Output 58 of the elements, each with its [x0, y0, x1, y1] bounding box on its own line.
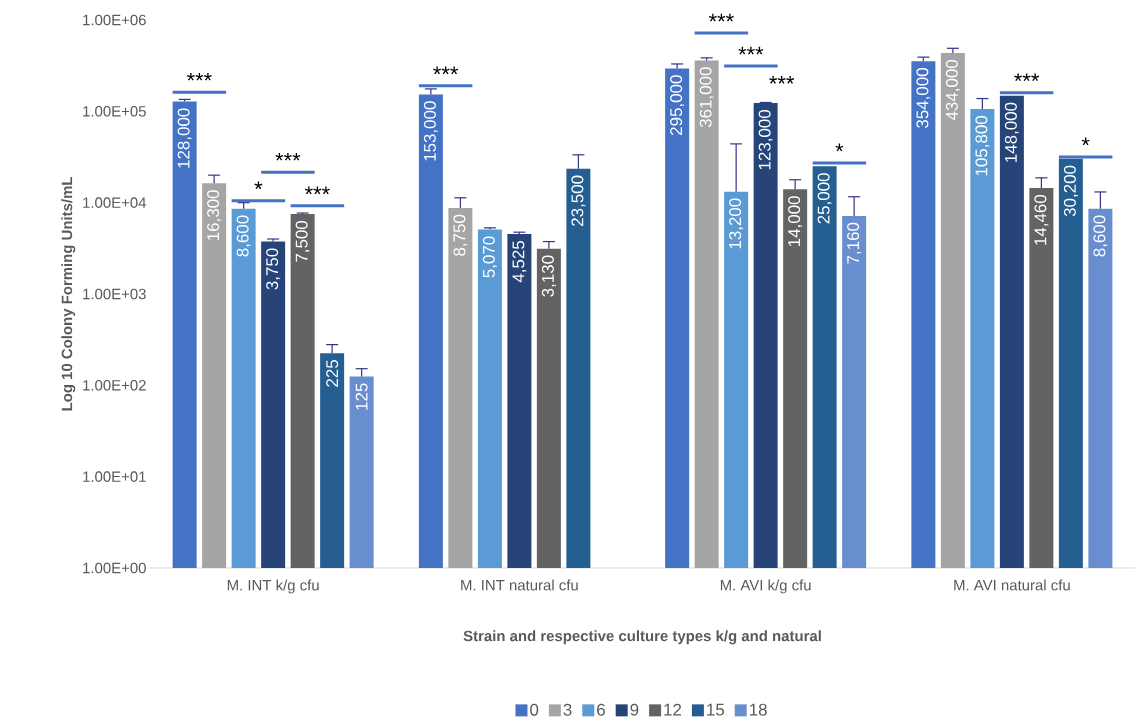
legend-label: 0 [530, 703, 539, 716]
legend-label: 18 [750, 703, 767, 716]
legend-label: 15 [707, 703, 725, 716]
x-axis-title: Strain and respective culture types k/g and natural [463, 630, 821, 645]
x-tick-label: M. INT k/g cfu [227, 579, 319, 594]
annotation: *** [186, 72, 212, 81]
data-label: 7,500 [295, 220, 310, 262]
annotation: * [835, 143, 844, 152]
data-label: 434,000 [945, 59, 960, 121]
annotation: *** [275, 152, 301, 161]
legend-label: 9 [630, 703, 639, 716]
annotation: * [254, 181, 263, 190]
data-label: 125 [355, 383, 368, 410]
data-label: 23,500 [571, 175, 586, 226]
y-tick-label: 1.00E+06 [83, 14, 146, 26]
data-label: 148,000 [1004, 102, 1019, 162]
y-tick-label: 1.00E+04 [83, 197, 147, 208]
annotation: *** [433, 66, 459, 75]
data-label: 13,200 [729, 198, 744, 249]
data-label: 14,000 [788, 196, 803, 247]
data-label: 8,750 [453, 214, 468, 256]
data-label: 225 [326, 360, 339, 387]
data-label: 153,000 [423, 101, 438, 161]
y-tick-label: 1.00E+01 [83, 471, 146, 482]
data-label: 128,000 [177, 108, 192, 168]
y-tick-label: 1.00E+02 [83, 380, 146, 391]
legend-label: 6 [597, 703, 605, 716]
annotation: *** [708, 13, 734, 22]
data-label: 361,000 [699, 67, 714, 128]
y-tick-label: 1.00E+05 [83, 106, 146, 117]
data-label: 4,525 [512, 241, 527, 283]
data-label: 123,000 [758, 109, 773, 170]
y-tick-label: 1.00E+00 [83, 562, 146, 574]
data-label: 5,070 [482, 236, 497, 278]
data-label: 25,000 [817, 173, 832, 224]
x-tick-label: M. AVI k/g cfu [720, 579, 811, 594]
data-label: 3,750 [266, 248, 281, 290]
data-label: 3,130 [541, 255, 556, 297]
x-tick-label: M. AVI natural cfu [954, 579, 1070, 591]
data-label: 105,800 [975, 115, 990, 176]
annotation: *** [738, 46, 764, 55]
data-label: 14,460 [1034, 194, 1049, 245]
data-label: 16,300 [207, 190, 222, 240]
legend-label: 12 [664, 703, 682, 716]
x-tick-label: M. INT natural cfu [461, 579, 578, 591]
data-label: 8,600 [236, 215, 251, 257]
y-tick-label: 1.00E+03 [83, 288, 146, 300]
data-label: 7,160 [847, 222, 862, 264]
data-label: 30,200 [1063, 165, 1078, 217]
y-axis-title: Log 10 Colony Forming Units/mL [61, 176, 76, 411]
data-label: 8,600 [1093, 215, 1108, 257]
annotation: *** [1014, 73, 1040, 82]
data-label: 354,000 [916, 68, 931, 128]
annotation: *** [304, 186, 330, 195]
legend-label: 3 [563, 703, 572, 716]
data-label: 295,000 [670, 75, 685, 135]
annotation: * [1081, 137, 1090, 146]
annotation: *** [769, 75, 795, 84]
